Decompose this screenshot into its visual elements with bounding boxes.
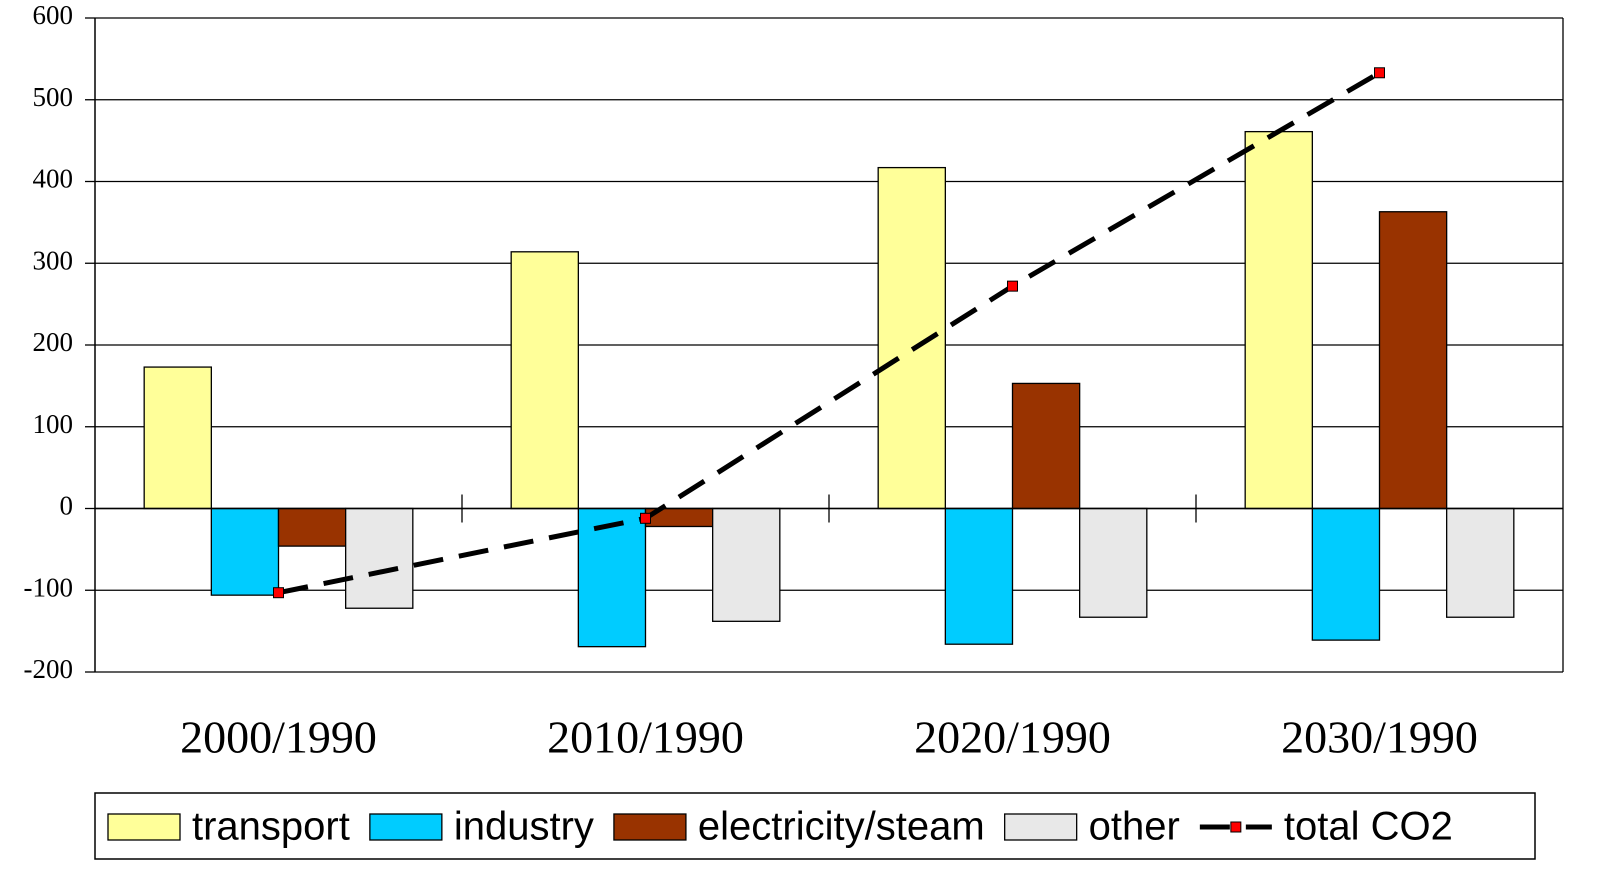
legend-marker: [1230, 821, 1242, 833]
legend-label: total CO2: [1284, 805, 1453, 849]
x-tick-label: 2000/1990: [180, 712, 377, 763]
legend-swatch: [107, 813, 181, 841]
y-tick-label: -200: [24, 654, 74, 684]
legend-label: transport: [192, 805, 350, 849]
y-tick-label: 400: [33, 164, 74, 194]
line-marker: [640, 512, 651, 524]
bar: [1244, 130, 1313, 510]
bar: [210, 507, 280, 596]
x-tick-label: 2010/1990: [547, 712, 744, 763]
y-tick-label: -100: [24, 572, 74, 602]
x-tick-label: 2020/1990: [914, 712, 1111, 763]
bar: [1311, 507, 1381, 641]
bar: [510, 251, 579, 510]
bar: [277, 507, 347, 547]
x-tick-label: 2030/1990: [1281, 712, 1478, 763]
bar: [1446, 507, 1515, 618]
legend-label: other: [1089, 805, 1180, 849]
line-marker: [1374, 67, 1385, 79]
line-marker: [273, 587, 284, 599]
y-tick-label: 0: [60, 491, 74, 521]
bar: [345, 507, 414, 609]
y-tick-label: 500: [33, 82, 74, 112]
bar: [944, 507, 1014, 645]
bar: [577, 507, 647, 648]
legend-swatch: [1004, 813, 1078, 841]
y-tick-label: 300: [33, 245, 74, 275]
legend-box: [94, 792, 1536, 860]
y-tick-label: 600: [33, 0, 74, 30]
legend-label: industry: [454, 805, 594, 849]
y-tick-label: 200: [33, 327, 74, 357]
legend: transport industry electricity/steam other t…: [94, 792, 1536, 860]
line-marker: [1007, 280, 1018, 292]
legend-swatch: [613, 813, 687, 841]
bar: [1011, 382, 1081, 510]
bar: [143, 366, 212, 510]
legend-swatch: [369, 813, 443, 841]
bar: [877, 166, 946, 510]
bar: [712, 507, 781, 622]
bar: [1079, 507, 1148, 618]
y-tick-label: 100: [33, 409, 74, 439]
legend-label: electricity/steam: [698, 805, 985, 849]
line-series: [278, 70, 1381, 596]
bar: [1378, 211, 1448, 510]
